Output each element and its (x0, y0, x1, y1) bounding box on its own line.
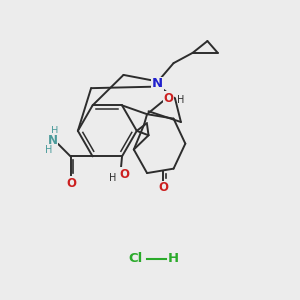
Text: O: O (66, 177, 76, 190)
Text: N: N (152, 77, 163, 90)
Text: H: H (177, 95, 184, 105)
Text: N: N (48, 134, 58, 147)
Text: H: H (168, 252, 179, 266)
Text: O: O (119, 167, 129, 181)
Text: H: H (45, 146, 53, 155)
Text: H: H (51, 126, 58, 136)
Text: H: H (109, 173, 116, 183)
Text: O: O (164, 92, 173, 104)
Text: Cl: Cl (128, 252, 142, 266)
Text: O: O (158, 181, 168, 194)
